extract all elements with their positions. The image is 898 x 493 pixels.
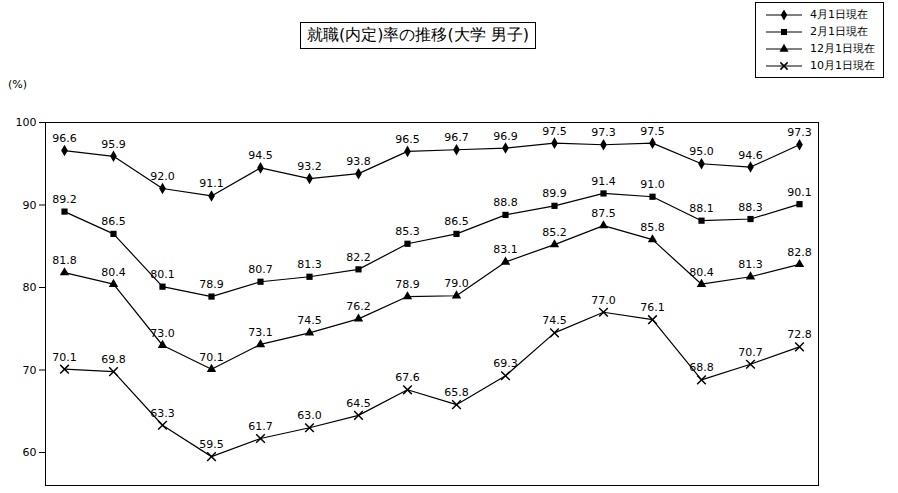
svg-text:95.0: 95.0 bbox=[689, 145, 714, 158]
svg-text:78.9: 78.9 bbox=[395, 278, 420, 291]
svg-text:73.0: 73.0 bbox=[150, 327, 175, 340]
svg-text:78.9: 78.9 bbox=[199, 278, 224, 291]
svg-text:100: 100 bbox=[16, 116, 37, 129]
svg-text:80.7: 80.7 bbox=[248, 263, 273, 276]
svg-text:82.2: 82.2 bbox=[346, 251, 371, 264]
svg-text:81.8: 81.8 bbox=[52, 254, 77, 267]
svg-text:70.1: 70.1 bbox=[52, 351, 77, 364]
svg-text:81.3: 81.3 bbox=[738, 258, 763, 271]
svg-text:96.5: 96.5 bbox=[395, 133, 420, 146]
svg-text:63.3: 63.3 bbox=[150, 407, 175, 420]
svg-text:70: 70 bbox=[23, 364, 37, 377]
svg-text:79.0: 79.0 bbox=[444, 277, 469, 290]
svg-text:97.5: 97.5 bbox=[542, 125, 567, 138]
svg-text:76.1: 76.1 bbox=[640, 301, 665, 314]
svg-text:64.5: 64.5 bbox=[346, 397, 371, 410]
svg-text:67.6: 67.6 bbox=[395, 371, 420, 384]
svg-text:83.1: 83.1 bbox=[493, 243, 518, 256]
svg-text:80: 80 bbox=[23, 281, 37, 294]
svg-text:87.5: 87.5 bbox=[591, 207, 616, 220]
svg-text:86.5: 86.5 bbox=[101, 215, 126, 228]
html-text:4月1日現在: 4月1日現在 bbox=[810, 8, 868, 21]
svg-text:94.5: 94.5 bbox=[248, 149, 273, 162]
svg-text:65.8: 65.8 bbox=[444, 386, 469, 399]
svg-text:88.3: 88.3 bbox=[738, 201, 763, 214]
svg-text:63.0: 63.0 bbox=[297, 409, 322, 422]
svg-text:81.3: 81.3 bbox=[297, 258, 322, 271]
svg-text:90.1: 90.1 bbox=[787, 186, 812, 199]
svg-text:80.4: 80.4 bbox=[689, 266, 714, 279]
svg-text:70.7: 70.7 bbox=[738, 346, 763, 359]
svg-text:91.4: 91.4 bbox=[591, 175, 616, 188]
svg-text:61.7: 61.7 bbox=[248, 420, 273, 433]
svg-text:86.5: 86.5 bbox=[444, 215, 469, 228]
svg-text:97.5: 97.5 bbox=[640, 125, 665, 138]
svg-text:96.9: 96.9 bbox=[493, 130, 518, 143]
svg-text:85.2: 85.2 bbox=[542, 226, 567, 239]
svg-text:72.8: 72.8 bbox=[787, 328, 812, 341]
html-text:就職(内定)率の推移(大学 男子): 就職(内定)率の推移(大学 男子) bbox=[307, 25, 530, 44]
svg-text:96.6: 96.6 bbox=[52, 132, 77, 145]
svg-text:68.8: 68.8 bbox=[689, 361, 714, 374]
html-text:10月1日現在: 10月1日現在 bbox=[810, 59, 875, 72]
svg-text:93.2: 93.2 bbox=[297, 160, 322, 173]
svg-text:82.8: 82.8 bbox=[787, 246, 812, 259]
svg-text:91.0: 91.0 bbox=[640, 178, 665, 191]
svg-text:97.3: 97.3 bbox=[591, 126, 616, 139]
svg-text:69.8: 69.8 bbox=[101, 353, 126, 366]
svg-text:70.1: 70.1 bbox=[199, 351, 224, 364]
svg-text:59.5: 59.5 bbox=[199, 438, 224, 451]
svg-text:89.9: 89.9 bbox=[542, 187, 567, 200]
svg-text:97.3: 97.3 bbox=[787, 126, 812, 139]
svg-text:96.7: 96.7 bbox=[444, 131, 469, 144]
svg-text:80.4: 80.4 bbox=[101, 266, 126, 279]
svg-text:80.1: 80.1 bbox=[150, 268, 175, 281]
svg-text:95.9: 95.9 bbox=[101, 138, 126, 151]
svg-text:90: 90 bbox=[23, 199, 37, 212]
svg-text:85.3: 85.3 bbox=[395, 225, 420, 238]
html-text:2月1日現在: 2月1日現在 bbox=[810, 25, 868, 38]
svg-text:88.1: 88.1 bbox=[689, 202, 714, 215]
svg-text:77.0: 77.0 bbox=[591, 294, 616, 307]
svg-text:74.5: 74.5 bbox=[542, 314, 567, 327]
svg-text:89.2: 89.2 bbox=[52, 193, 77, 206]
svg-text:85.8: 85.8 bbox=[640, 221, 665, 234]
svg-text:69.3: 69.3 bbox=[493, 357, 518, 370]
svg-text:60: 60 bbox=[23, 446, 37, 459]
svg-text:94.6: 94.6 bbox=[738, 149, 763, 162]
svg-text:76.2: 76.2 bbox=[346, 300, 371, 313]
svg-text:92.0: 92.0 bbox=[150, 170, 175, 183]
svg-text:73.1: 73.1 bbox=[248, 326, 273, 339]
svg-text:74.5: 74.5 bbox=[297, 314, 322, 327]
html-text:12月1日現在: 12月1日現在 bbox=[810, 42, 875, 55]
svg-text:88.8: 88.8 bbox=[493, 196, 518, 209]
svg-text:91.1: 91.1 bbox=[199, 177, 224, 190]
svg-text:93.8: 93.8 bbox=[346, 155, 371, 168]
